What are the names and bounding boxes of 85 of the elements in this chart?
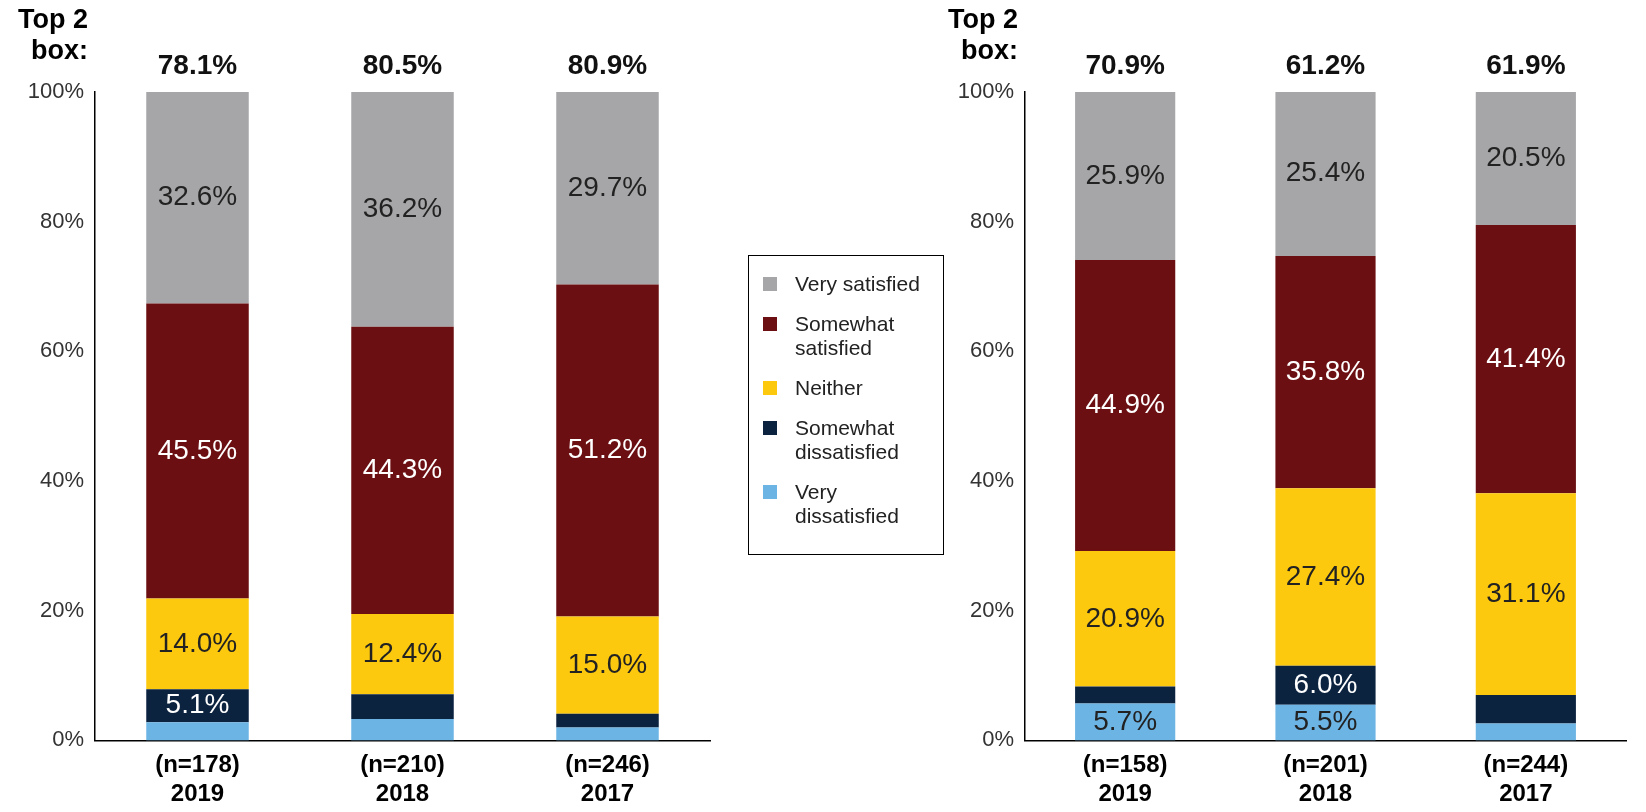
bar <box>351 613 454 695</box>
category-label: (n=178) <box>155 750 240 778</box>
data-label: 27.4% <box>1285 559 1366 591</box>
legend-label: Neither <box>795 376 863 400</box>
y-tick-label: 0% <box>982 726 1014 752</box>
data-label: 32.6% <box>157 180 238 212</box>
bar <box>146 303 249 599</box>
bar <box>556 284 659 617</box>
y-tick-label: 40% <box>39 467 84 493</box>
data-label: 6.0% <box>1293 668 1358 699</box>
bar <box>146 598 249 690</box>
y-tick-label: 20% <box>969 596 1014 622</box>
y-tick-label: 100% <box>27 78 84 104</box>
chart-title: Top 2 box: <box>947 4 1018 66</box>
category-label: 2019 <box>1098 779 1152 807</box>
data-label: 25.9% <box>1085 158 1165 190</box>
bar <box>146 92 249 304</box>
data-label: 29.7% <box>567 171 648 203</box>
legend-label: Somewhat dissatisfied <box>795 416 900 464</box>
bar <box>1275 256 1376 489</box>
bar <box>1475 695 1576 724</box>
legend-label: Somewhat satisfied <box>795 312 896 360</box>
text: 61.2% <box>1285 48 1366 80</box>
bar <box>1475 224 1576 494</box>
bar <box>1275 92 1376 257</box>
y-tick-label: 60% <box>969 337 1014 363</box>
data-label: 15.0% <box>567 647 648 679</box>
data-label: 12.4% <box>362 636 443 668</box>
data-label: 20.5% <box>1486 141 1566 173</box>
y-tick-label: 20% <box>39 596 84 622</box>
category-label: (n=201) <box>1283 750 1368 778</box>
data-label: 14.0% <box>157 626 238 658</box>
bar <box>351 326 454 614</box>
category-label: 2017 <box>1499 779 1553 807</box>
data-label: 51.2% <box>567 433 648 465</box>
text: 70.9% <box>1085 48 1165 80</box>
bar <box>351 92 454 327</box>
bar <box>556 616 659 714</box>
category-label: (n=158) <box>1082 750 1168 778</box>
y-tick-label: 0% <box>52 726 84 752</box>
data-label: 5.5% <box>1293 705 1358 737</box>
category-label: 2018 <box>375 779 430 807</box>
category-label: (n=210) <box>360 750 445 778</box>
text: 80.5% <box>362 48 443 80</box>
bar <box>1475 723 1576 741</box>
data-label: 5.7% <box>1093 704 1158 736</box>
bar <box>556 92 659 285</box>
category-label: 2019 <box>170 779 225 807</box>
bar <box>351 694 454 719</box>
y-tick-label: 60% <box>39 337 84 363</box>
y-tick-label: 40% <box>969 467 1014 493</box>
bar <box>1475 92 1576 225</box>
y-tick-label: 80% <box>39 207 84 233</box>
legend-label: Very satisfied <box>795 272 920 296</box>
bar <box>1275 488 1376 666</box>
y-tick-label: 100% <box>957 78 1014 104</box>
data-label: 31.1% <box>1486 576 1566 608</box>
bar <box>146 722 249 741</box>
text: 78.1% <box>157 48 238 80</box>
data-label: 20.9% <box>1085 601 1165 633</box>
chart-title: Top 2 box: <box>17 4 88 66</box>
bar <box>556 713 659 728</box>
data-label: 5.1% <box>165 688 230 720</box>
data-label: 44.9% <box>1085 388 1165 420</box>
category-label: (n=244) <box>1483 750 1569 778</box>
bar <box>1075 92 1176 260</box>
data-label: 35.8% <box>1285 354 1366 386</box>
bar <box>556 727 659 741</box>
bar <box>1075 259 1176 552</box>
bar <box>1075 551 1176 687</box>
data-label: 44.3% <box>362 453 443 485</box>
data-label: 45.5% <box>157 433 238 465</box>
category-label: 2018 <box>1298 779 1353 807</box>
category-label: 2017 <box>580 779 635 807</box>
text: 61.9% <box>1486 48 1566 80</box>
data-label: 41.4% <box>1486 341 1566 373</box>
bar <box>1475 493 1576 696</box>
bar <box>351 719 454 741</box>
category-label: (n=246) <box>565 750 650 778</box>
data-label: 36.2% <box>362 192 443 224</box>
y-tick-label: 80% <box>969 207 1014 233</box>
legend-label: Very dissatisfied <box>795 480 900 528</box>
text: 80.9% <box>567 48 648 80</box>
bar <box>1075 686 1176 704</box>
data-label: 25.4% <box>1285 156 1366 188</box>
